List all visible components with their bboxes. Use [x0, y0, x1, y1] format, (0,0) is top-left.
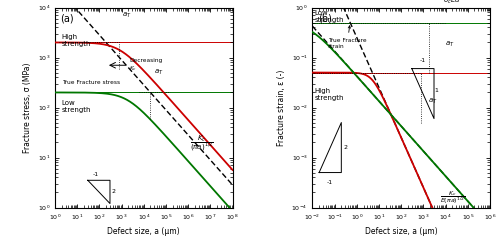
Text: Low
strength: Low strength — [62, 100, 91, 113]
Text: High
strength: High strength — [314, 88, 344, 101]
Text: $\dfrac{K_c}{(\pi a)^{1/2}}$: $\dfrac{K_c}{(\pi a)^{1/2}}$ — [190, 134, 214, 153]
Text: True Fracture stress: True Fracture stress — [62, 80, 120, 85]
Text: $\dfrac{K_c}{E(\pi a)^{1/2}}$: $\dfrac{K_c}{E(\pi a)^{1/2}}$ — [440, 189, 465, 206]
Text: -1: -1 — [420, 58, 426, 63]
Text: 2: 2 — [344, 145, 347, 150]
Text: $a_T$: $a_T$ — [122, 11, 132, 20]
Text: Low
strength: Low strength — [314, 10, 344, 23]
X-axis label: Defect size, a (μm): Defect size, a (μm) — [108, 227, 180, 236]
Text: $a_T$: $a_T$ — [428, 97, 438, 106]
Text: (b): (b) — [318, 14, 332, 24]
Text: True Fracture
strain: True Fracture strain — [328, 26, 366, 49]
Text: 1: 1 — [434, 88, 438, 94]
Text: -1: -1 — [326, 180, 333, 185]
Text: $a_T$: $a_T$ — [444, 39, 454, 48]
Text: (a): (a) — [60, 14, 74, 24]
Y-axis label: Fracture stress, σ (MPa): Fracture stress, σ (MPa) — [23, 62, 32, 153]
Y-axis label: Fracture strain, ε (-): Fracture strain, ε (-) — [277, 69, 286, 146]
Text: 2: 2 — [112, 190, 116, 194]
Text: -1: -1 — [92, 172, 98, 177]
X-axis label: Defect size, a (μm): Defect size, a (μm) — [365, 227, 438, 236]
Text: $\dfrac{K'_c}{\sigma_c Ea}$: $\dfrac{K'_c}{\sigma_c Ea}$ — [444, 0, 462, 6]
Text: High
strength: High strength — [62, 34, 91, 47]
Text: Decreasing
$K_c$: Decreasing $K_c$ — [129, 58, 162, 74]
Text: $a_T$: $a_T$ — [154, 68, 164, 77]
